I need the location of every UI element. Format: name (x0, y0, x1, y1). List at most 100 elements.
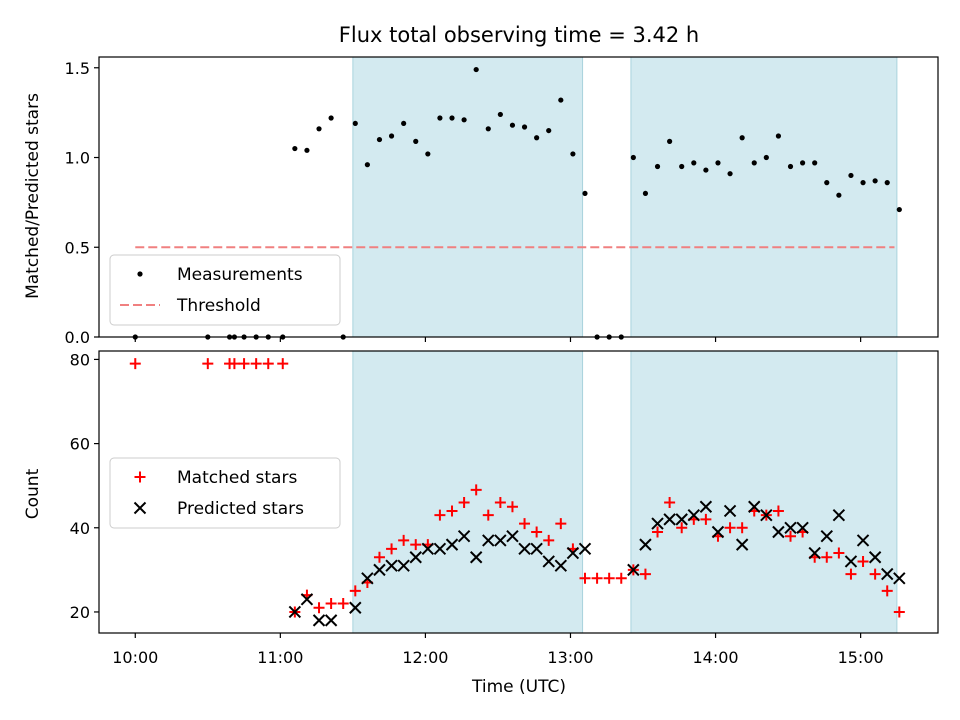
data-point (699, 500, 713, 513)
data-point (446, 505, 458, 517)
data-point (473, 66, 479, 73)
observing-window-0 (352, 350, 584, 634)
legend-marker (137, 271, 143, 277)
data-point (542, 555, 555, 568)
data-point (325, 598, 337, 610)
data-point (458, 497, 470, 509)
data-point (413, 138, 419, 144)
data-point (482, 534, 495, 547)
data-point (881, 585, 893, 597)
data-point (373, 563, 386, 577)
data-point (386, 543, 398, 555)
y-tick-label: 80 (70, 350, 90, 369)
data-point (727, 171, 733, 177)
data-point (485, 126, 491, 132)
data-point (868, 551, 882, 564)
data-point (627, 563, 640, 577)
data-point (578, 542, 592, 556)
data-point (824, 180, 830, 186)
y-tick-label: 1.5 (65, 59, 90, 78)
data-point (388, 133, 395, 139)
legend-box (109, 457, 341, 529)
data-point (506, 501, 518, 513)
x-tick-label: 11:00 (257, 648, 303, 667)
data-point (675, 513, 688, 526)
x-tick-label: 10:00 (112, 648, 158, 667)
data-point (361, 572, 374, 585)
data-point (832, 508, 846, 522)
data-point (434, 509, 446, 521)
data-point (461, 117, 467, 123)
data-point (457, 529, 471, 543)
legend-label: Matched stars (177, 468, 297, 488)
y-tick-label: 1.0 (65, 149, 90, 168)
data-point (775, 133, 782, 139)
data-point (663, 513, 676, 526)
data-point (292, 145, 298, 152)
legend-label: Threshold (176, 296, 261, 316)
data-point (896, 206, 902, 213)
y-axis-label-top: Matched/Predicted stars (23, 93, 43, 299)
plot-frame (98, 350, 939, 634)
data-point (437, 115, 443, 121)
x-tick-label: 12:00 (402, 648, 448, 667)
data-point (691, 160, 697, 166)
data-point (433, 542, 447, 556)
data-point (884, 180, 890, 186)
chart-title: Flux total observing time = 3.42 h (339, 23, 699, 47)
data-point (787, 163, 794, 170)
data-point (469, 551, 483, 564)
legend-marker (133, 501, 147, 515)
data-point (534, 135, 540, 141)
data-point (543, 534, 555, 546)
data-point (642, 190, 649, 197)
data-point (410, 539, 422, 551)
data-point (401, 120, 407, 127)
data-point (352, 120, 358, 127)
data-point (337, 598, 349, 610)
data-point (519, 518, 531, 530)
y-tick-label: 0.0 (65, 328, 90, 347)
data-point (735, 538, 749, 551)
data-point (555, 518, 567, 530)
data-point (202, 358, 214, 370)
y-tick-label: 20 (70, 603, 90, 622)
data-point (881, 567, 894, 581)
data-point (808, 546, 821, 560)
data-point (497, 111, 503, 118)
top-panel: 0.0 0.5 1.0 1.5 Measurements Threshold (65, 56, 939, 347)
data-point (494, 534, 507, 547)
series-predicted-stars (288, 500, 906, 627)
data-point (857, 555, 869, 567)
data-point (784, 521, 797, 534)
data-point (872, 178, 878, 184)
data-point (639, 538, 652, 551)
data-point (304, 147, 310, 153)
data-point (421, 542, 435, 556)
plot-frame (98, 56, 939, 338)
data-point (748, 500, 761, 513)
data-point (579, 572, 591, 584)
data-point (630, 154, 636, 161)
y-axis-label-bottom: Count (23, 468, 43, 519)
data-point (228, 358, 240, 370)
x-tick-label: 14:00 (693, 648, 739, 667)
data-point (262, 358, 274, 370)
data-point (763, 154, 769, 161)
data-point (129, 358, 141, 370)
data-point (349, 601, 362, 614)
data-point (848, 172, 854, 179)
data-point (751, 160, 757, 166)
data-point (664, 497, 676, 509)
x-tick-label: 13:00 (547, 648, 593, 667)
y-tick-label: 60 (70, 435, 90, 454)
data-point (591, 572, 603, 584)
data-point (856, 534, 870, 547)
data-point (844, 555, 858, 568)
observing-window-1 (630, 56, 898, 338)
data-point (723, 504, 737, 518)
data-point (409, 551, 422, 564)
data-point (373, 551, 385, 563)
bottom-panel: 20 40 60 80 10:00 11:00 12:00 13:00 14:00 15:00 Ma… (70, 350, 939, 667)
data-point (652, 526, 664, 538)
